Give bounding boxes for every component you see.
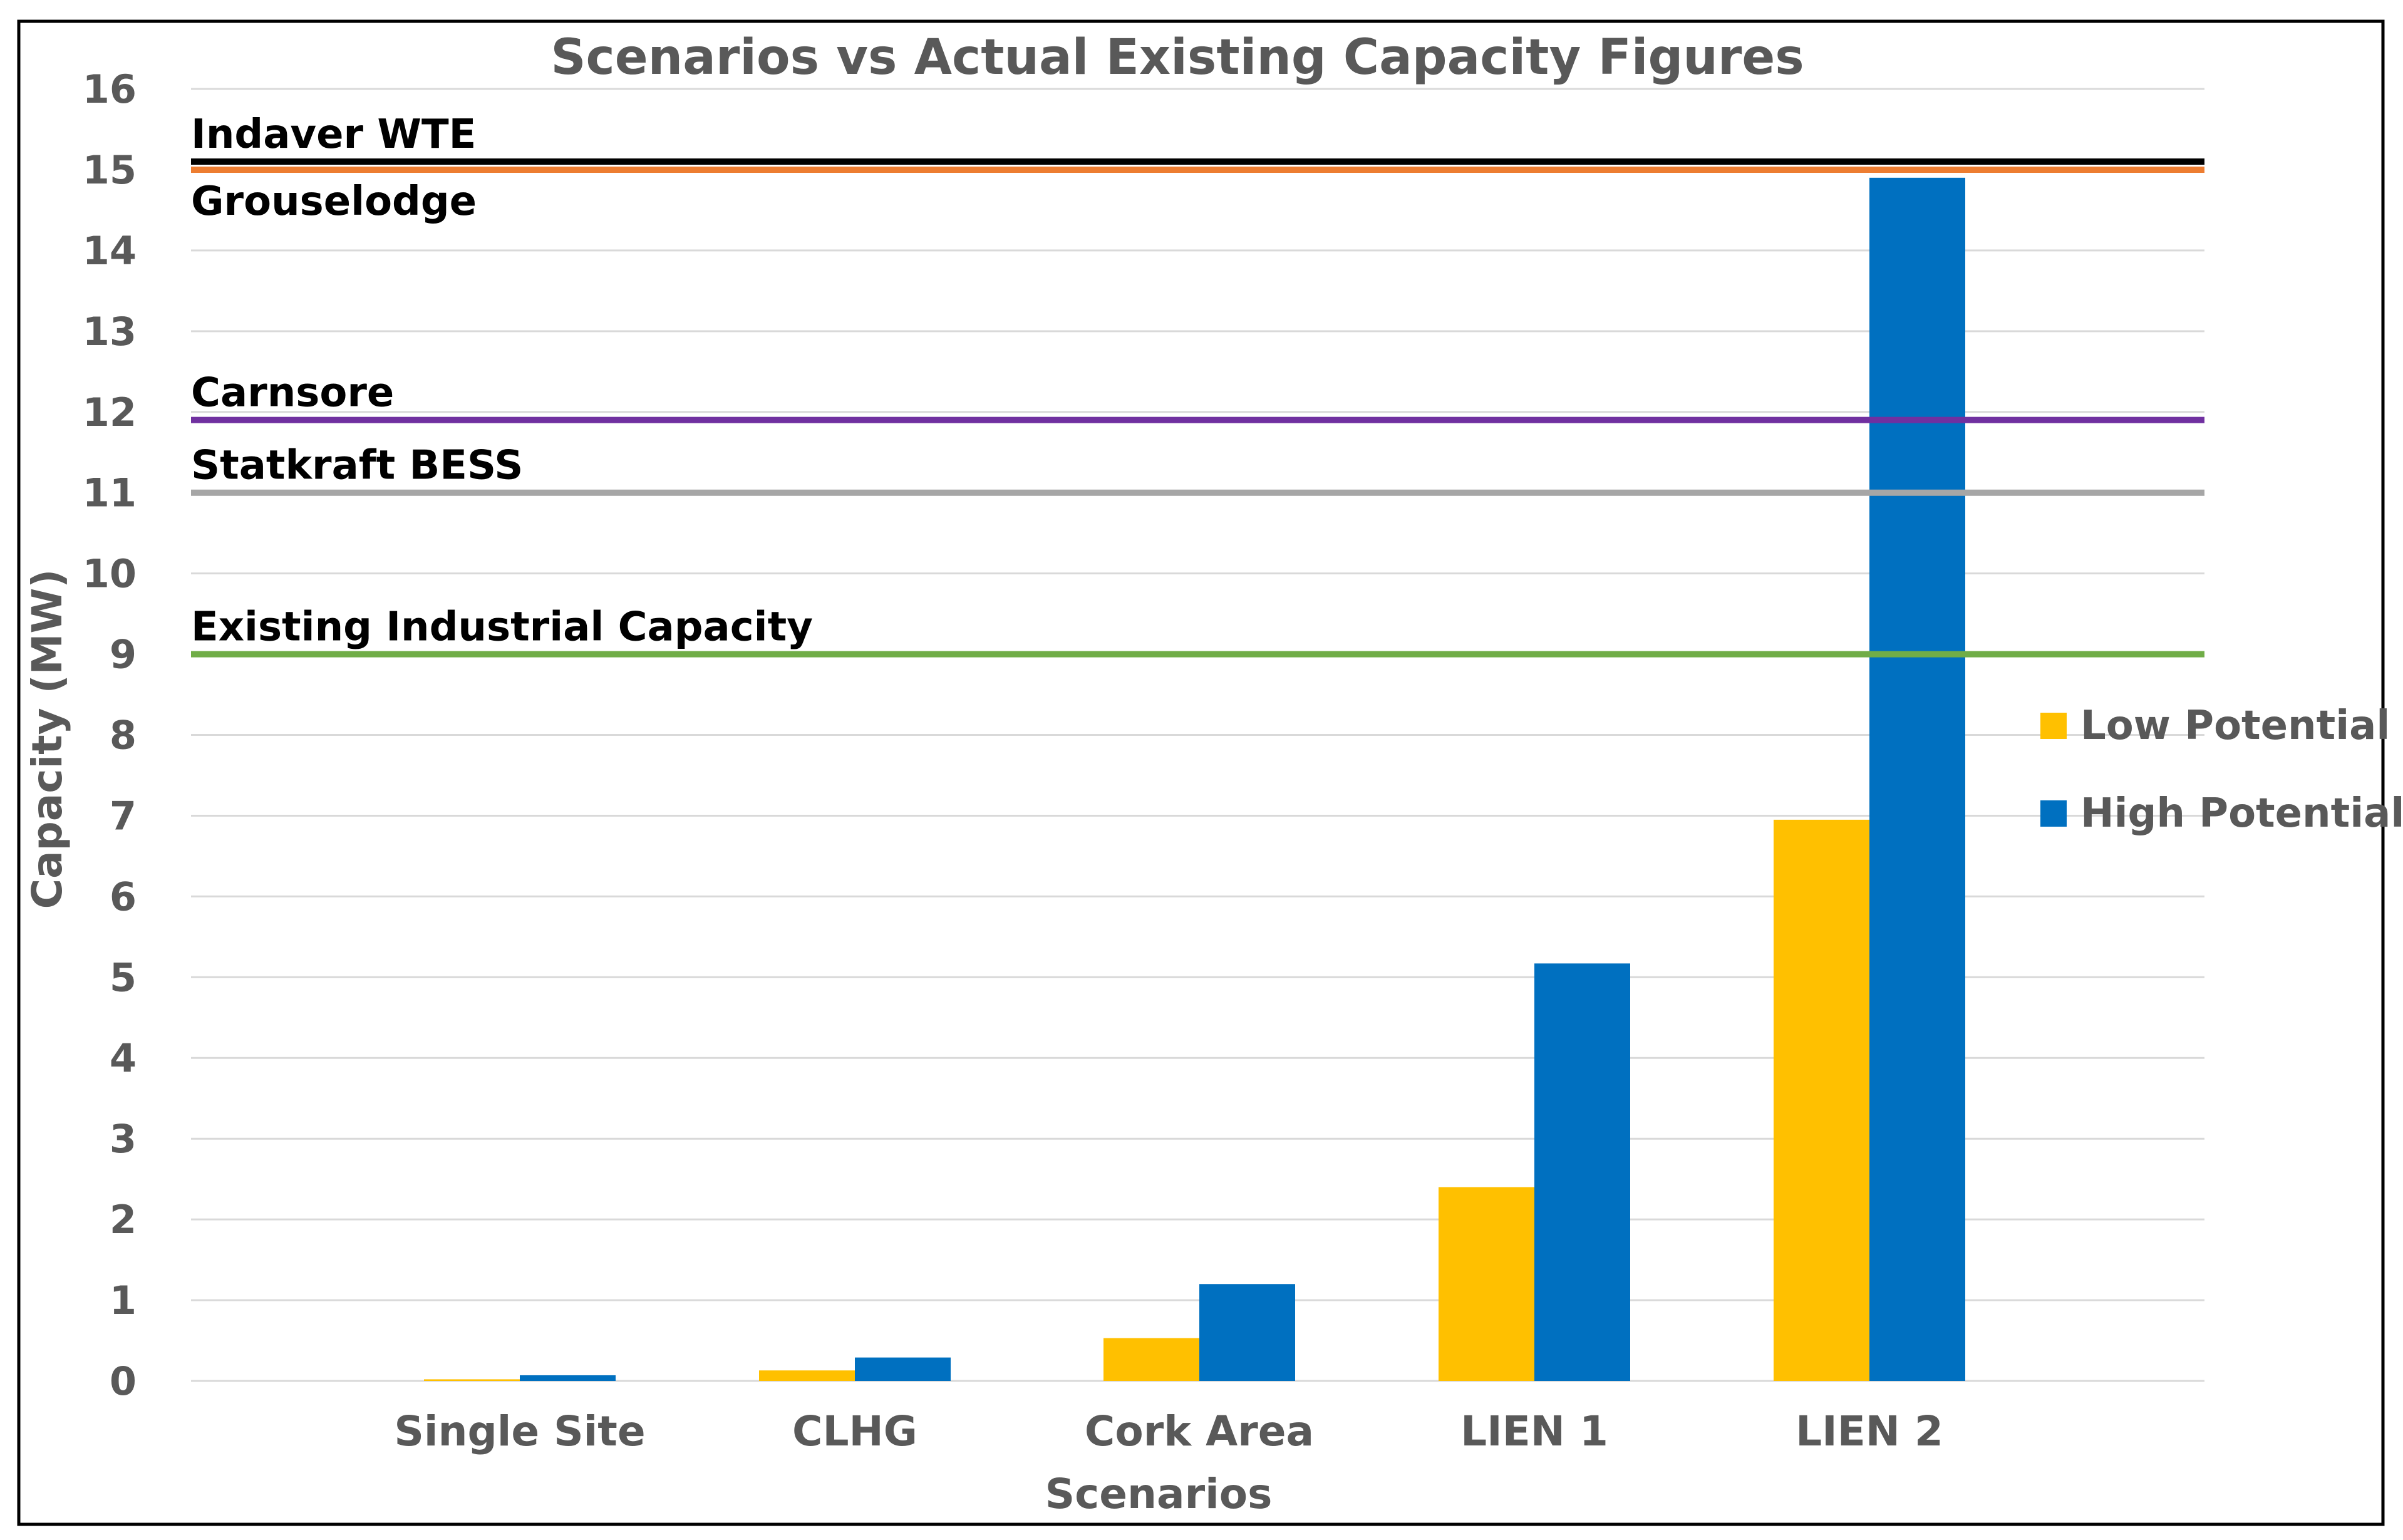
reference-line-label: Carnsore (191, 370, 394, 416)
y-tick-label: 10 (83, 551, 137, 597)
x-axis-ticks: Single Site CLHG Cork Area LIEN 1 LIEN 2 (394, 1407, 1943, 1455)
x-tick-label: Single Site (394, 1407, 645, 1455)
bar-high-potential-5 (1869, 177, 1965, 1381)
y-tick-label: 16 (83, 66, 137, 112)
x-tick-label: CLHG (792, 1407, 917, 1455)
bar-high-potential-2 (855, 1357, 951, 1381)
bar-high-potential-4 (1534, 963, 1630, 1381)
bar-low-potential-5 (1774, 819, 1869, 1381)
y-tick-label: 12 (83, 390, 137, 435)
bars (424, 177, 1965, 1381)
reference-line-label: Statkraft BESS (191, 443, 523, 489)
y-tick-label: 5 (110, 954, 137, 1000)
bar-low-potential-1 (424, 1379, 520, 1381)
chart-border (17, 19, 2385, 1526)
legend-label: High Potential (2080, 790, 2403, 837)
x-tick-label: LIEN 2 (1796, 1407, 1943, 1455)
reference-lines: Indaver WTE Grouselodge Carnsore Statkraft … (191, 111, 2204, 658)
y-tick-label: 15 (83, 147, 137, 193)
x-axis-label: Scenarios (1045, 1470, 1273, 1518)
y-tick-label: 9 (110, 632, 137, 678)
legend: Low Potential High Potential (2040, 703, 2403, 837)
y-tick-label: 2 (110, 1197, 137, 1243)
y-tick-label: 13 (83, 309, 137, 354)
legend-label: Low Potential (2080, 703, 2390, 749)
y-tick-label: 1 (110, 1278, 137, 1323)
y-tick-label: 4 (110, 1035, 137, 1081)
reference-line-label: Grouselodge (191, 178, 477, 225)
bar-high-potential-1 (520, 1375, 616, 1381)
y-tick-label: 11 (83, 470, 137, 516)
y-tick-label: 7 (110, 793, 137, 839)
y-tick-label: 3 (110, 1116, 137, 1162)
x-tick-label: LIEN 1 (1460, 1407, 1608, 1455)
x-tick-label: Cork Area (1085, 1407, 1314, 1455)
legend-swatch (2040, 713, 2067, 739)
y-tick-label: 6 (110, 874, 137, 919)
bar-high-potential-3 (1199, 1284, 1295, 1381)
legend-swatch (2040, 800, 2067, 827)
y-axis-label: Capacity (MW) (23, 569, 71, 909)
y-tick-label: 14 (83, 228, 137, 274)
chart-title: Scenarios vs Actual Existing Capacity Fi… (550, 29, 1804, 86)
reference-line-label: Existing Industrial Capacity (191, 604, 813, 651)
y-tick-label: 0 (110, 1358, 137, 1404)
reference-line-label: Indaver WTE (191, 111, 476, 158)
bar-low-potential-3 (1103, 1338, 1199, 1381)
bar-low-potential-4 (1439, 1187, 1534, 1381)
y-tick-label: 8 (110, 713, 137, 758)
bar-low-potential-2 (759, 1370, 855, 1381)
